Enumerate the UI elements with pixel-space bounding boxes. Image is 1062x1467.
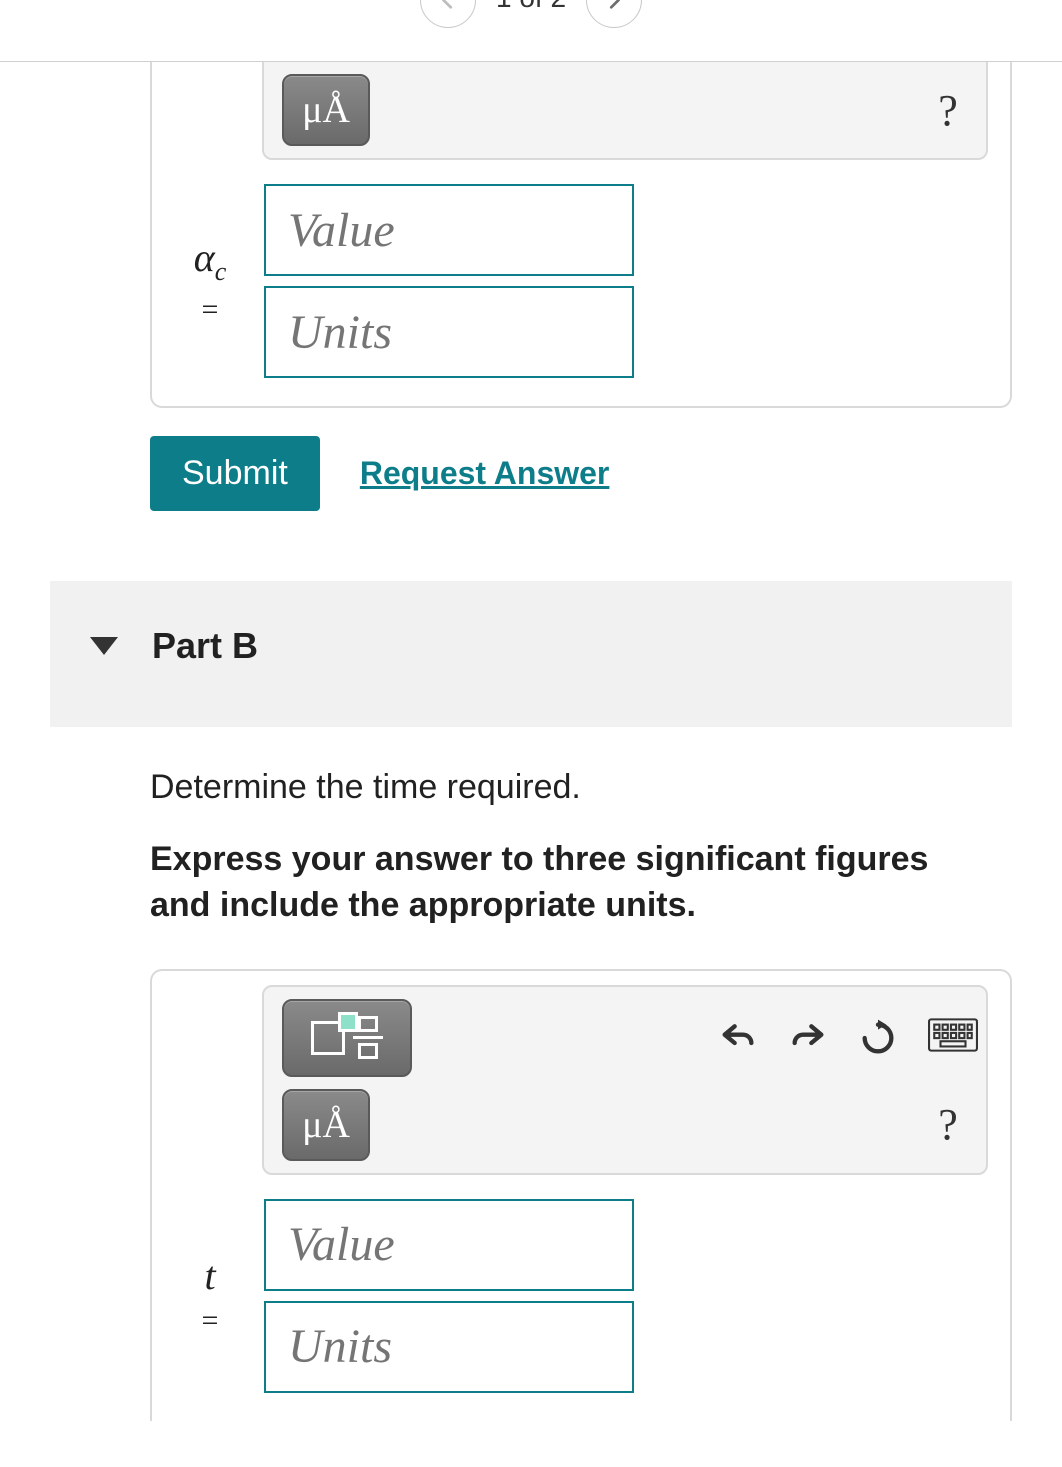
part-a-value-input[interactable] — [264, 184, 634, 276]
prev-page-button[interactable] — [420, 0, 476, 28]
part-b-prompt: Determine the time required. — [150, 765, 1012, 811]
part-b-toolbar: μÅ ? — [262, 985, 988, 1175]
part-b-title: Part B — [152, 625, 258, 667]
part-a-answer-row: αc= — [180, 184, 988, 378]
part-b-answer-row: t= — [180, 1199, 988, 1393]
pager-text: 1 of 2 — [496, 0, 566, 14]
units-symbol-button[interactable]: μÅ — [282, 1089, 370, 1161]
toolbar-help-button[interactable]: ? — [928, 1099, 968, 1150]
part-a-submit-row: Submit Request Answer — [150, 436, 1012, 511]
submit-button[interactable]: Submit — [150, 436, 320, 511]
request-answer-link[interactable]: Request Answer — [360, 455, 610, 492]
undo-button[interactable] — [718, 1018, 758, 1058]
part-a-units-input[interactable] — [264, 286, 634, 378]
reset-button[interactable] — [858, 1018, 898, 1058]
part-b-answer-card: μÅ ? t= — [150, 969, 1012, 1421]
part-b-variable-label: t= — [180, 1254, 240, 1337]
part-b-units-input[interactable] — [264, 1301, 634, 1393]
pager: 1 of 2 — [0, 0, 1062, 62]
templates-button[interactable] — [282, 999, 412, 1077]
units-symbol-button[interactable]: μÅ — [282, 74, 370, 146]
redo-button[interactable] — [788, 1018, 828, 1058]
part-b-value-input[interactable] — [264, 1199, 634, 1291]
part-b-instruction: Express your answer to three significant… — [150, 837, 952, 929]
toolbar-help-button[interactable]: ? — [928, 85, 968, 136]
part-a-answer-card: μÅ ? αc= — [150, 62, 1012, 408]
part-a-variable-label: αc= — [180, 236, 240, 326]
part-b-header[interactable]: Part B — [50, 581, 1012, 727]
next-page-button[interactable] — [586, 0, 642, 28]
collapse-caret-icon — [90, 637, 118, 655]
part-a-toolbar: μÅ ? — [262, 62, 988, 160]
keyboard-button[interactable] — [928, 1018, 968, 1058]
